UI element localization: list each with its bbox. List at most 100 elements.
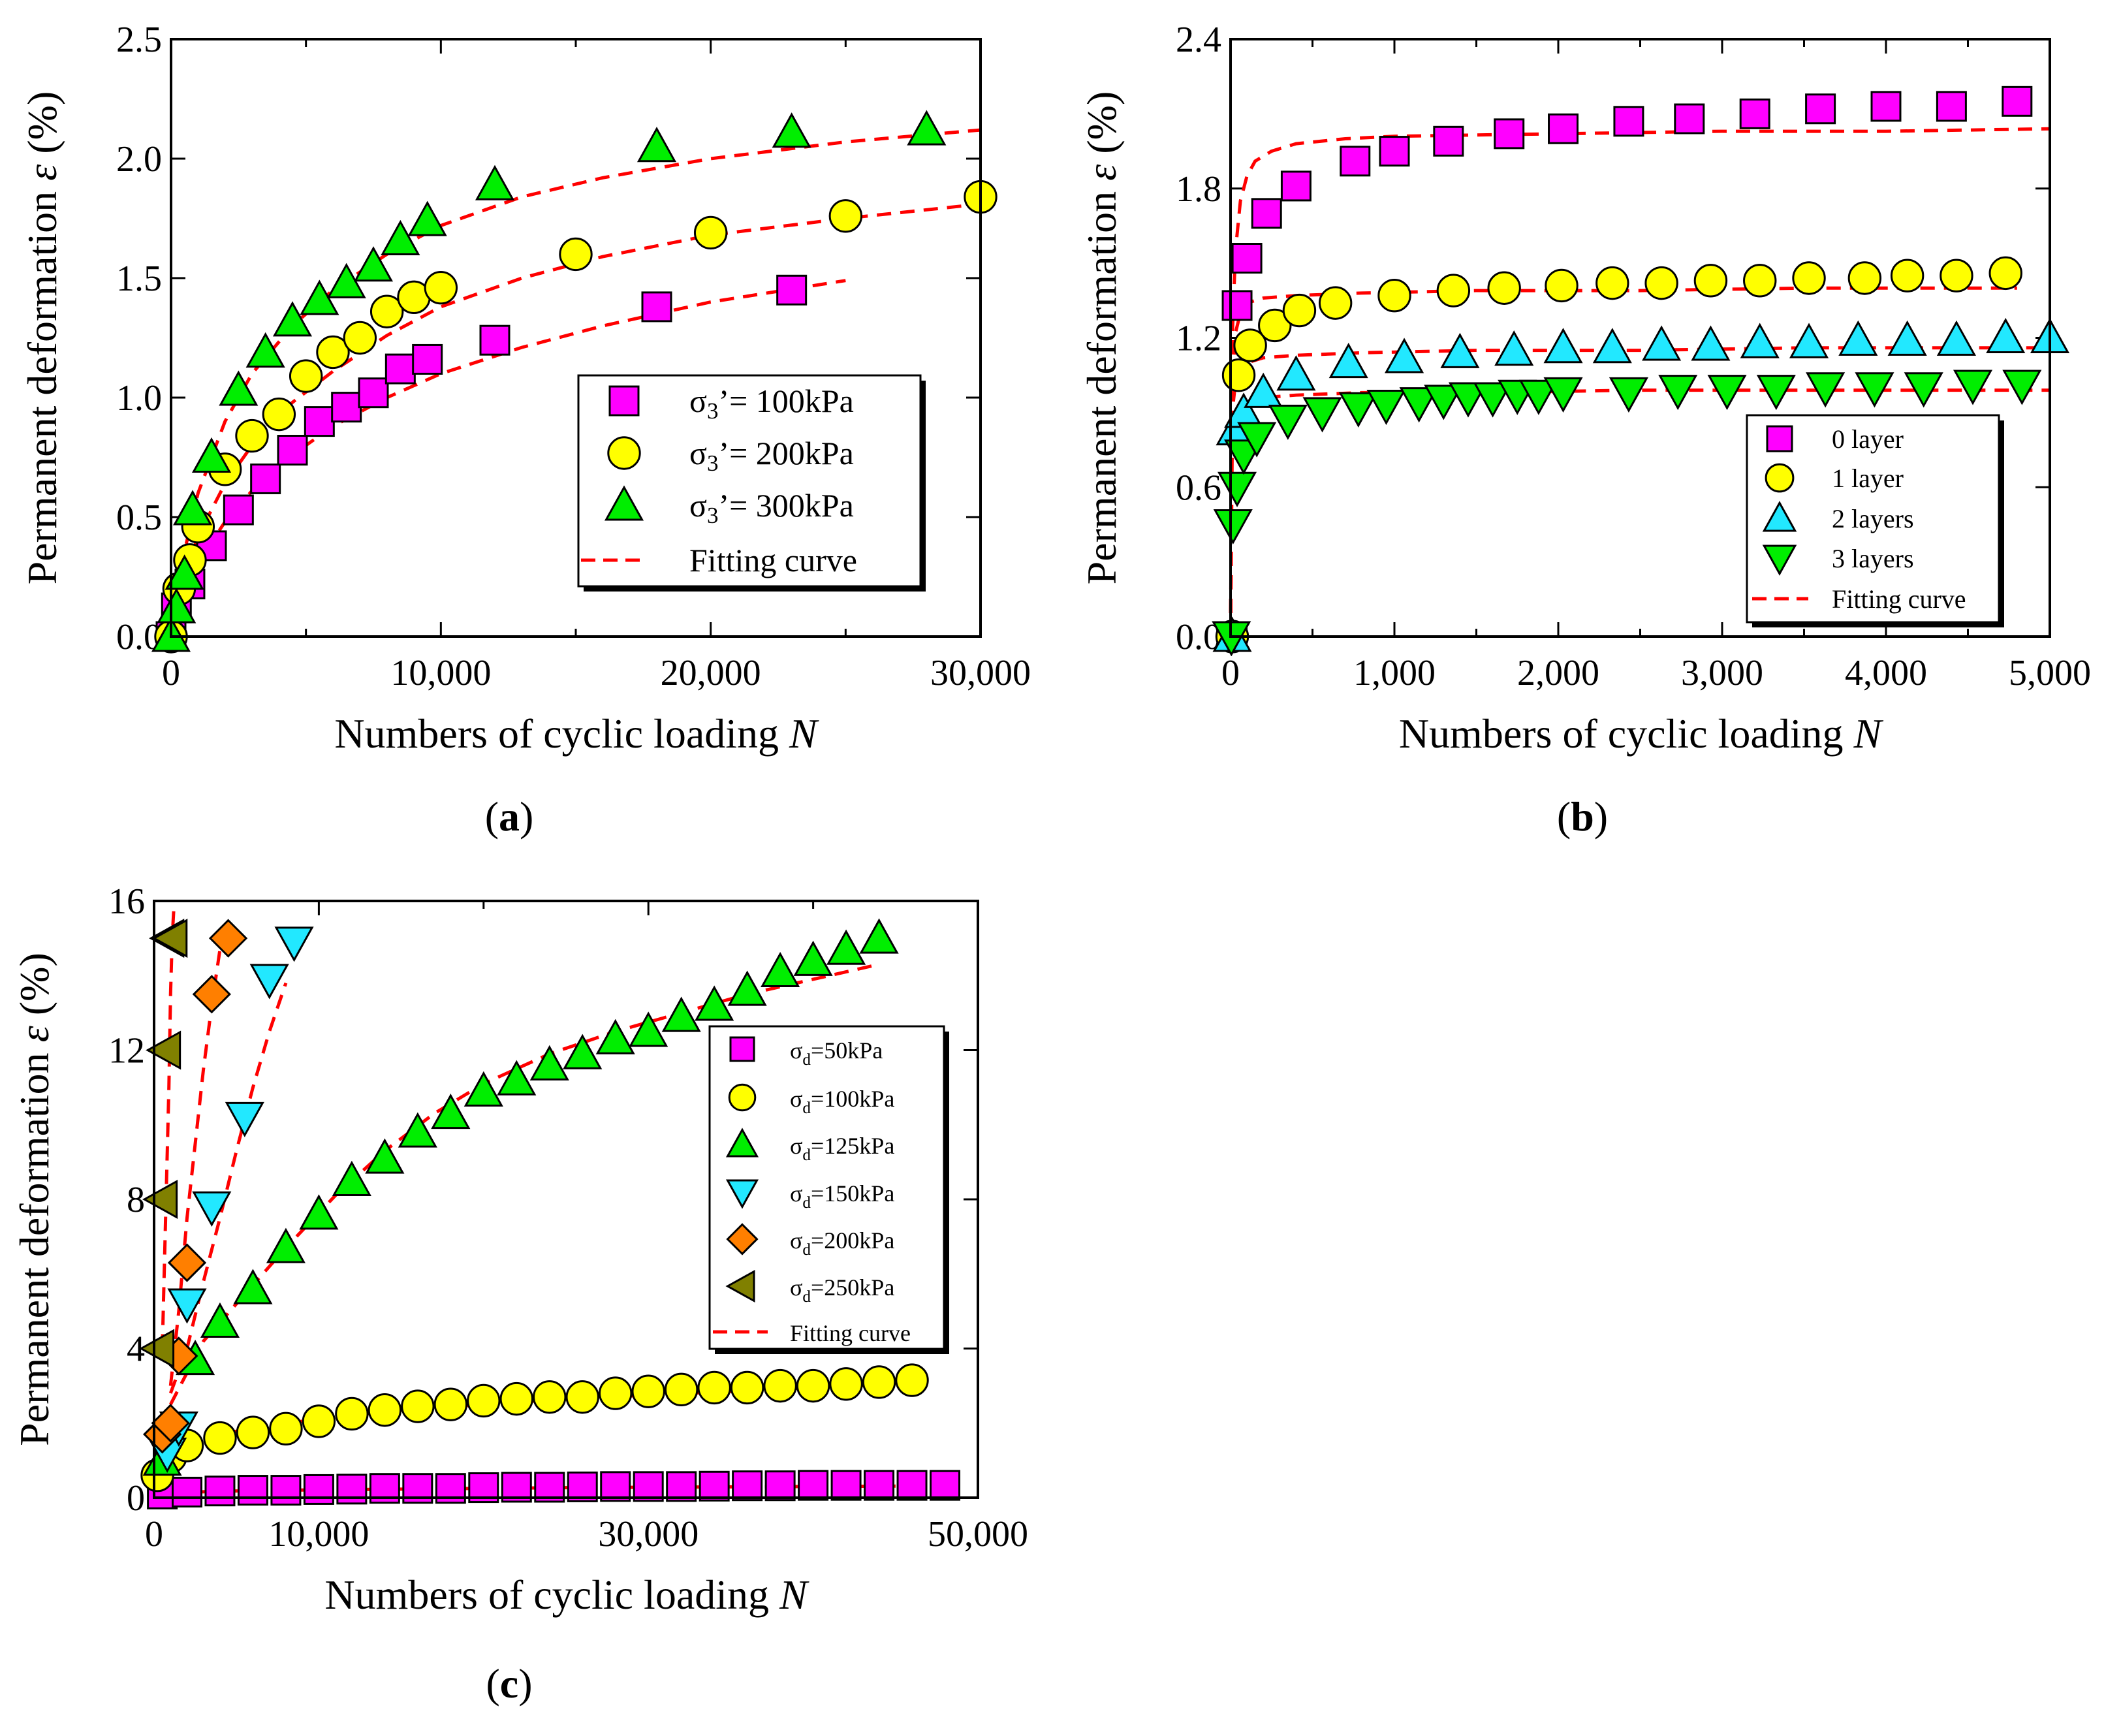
data-point [664,1372,699,1407]
data-point [661,996,701,1032]
legend-marker [729,1036,755,1062]
data-point [353,246,394,282]
data-point [1328,343,1368,379]
data-point [165,554,204,590]
data-point [565,1380,599,1414]
data-point [208,919,248,958]
data-point [1494,330,1534,366]
data-point [1940,259,1973,292]
data-point [167,1288,207,1324]
data-point [191,437,232,473]
series-circle [154,180,998,654]
x-tick-label: 1,000 [1353,653,1436,693]
data-point [1658,375,1698,411]
data-point [1251,198,1282,229]
y-tick-label: 0.5 [116,497,162,538]
data-point [859,918,899,954]
data-point [219,370,259,406]
series-triangle-up [151,110,947,652]
data-point [826,929,866,965]
fitting-curve-line [169,202,981,637]
data-point [1805,93,1836,125]
data-point [1379,136,1410,167]
data-point [167,1243,207,1282]
data-point [467,1383,501,1418]
legend-label: 1 layer [1832,464,1904,493]
data-point [1642,325,1682,361]
legend-marker [728,1083,757,1112]
legend-marker [1765,463,1795,493]
y-tick-label: 1.5 [116,259,162,299]
data-point [171,1476,202,1507]
data-point [1756,375,1796,411]
legend-label: σd=150kPa [790,1180,894,1212]
data-point [633,1471,664,1502]
y-tick-label: 16 [108,881,145,922]
data-point [225,1101,264,1137]
x-tick-label: 30,000 [598,1514,699,1555]
data-point [277,435,308,466]
series-circle [1215,256,2022,654]
x-tick-label: 0 [1221,653,1240,693]
data-point [1231,243,1263,274]
data-point [1936,320,1976,356]
data-point [533,1380,567,1414]
data-point [235,418,269,453]
plot-frame [1229,38,2051,638]
data-point [559,237,593,272]
x-tick-label: 30,000 [930,653,1031,693]
legend-marker [725,1179,759,1209]
data-point [381,219,420,255]
data-point [475,165,515,200]
data-point [862,1365,896,1399]
data-point [233,1269,273,1304]
data-point [1988,256,2022,291]
data-point [274,926,314,962]
fitting-curve-line [161,908,176,1349]
data-point [266,1227,306,1263]
data-point [138,1329,175,1368]
y-axis-title: Permanent deformation ε (%) [19,91,65,585]
data-point [1953,370,1993,405]
data-point [192,1191,232,1227]
data-point [1385,338,1424,373]
data-point [1221,358,1256,392]
data-point [200,1302,240,1338]
data-point [895,1363,929,1397]
data-point [1217,471,1257,507]
data-point [316,335,350,370]
x-axis-title: Numbers of cyclic loading N [334,710,819,757]
data-point [146,1030,181,1070]
data-point [343,321,377,355]
x-tick-label: 10,000 [390,653,491,693]
data-point [796,1368,830,1403]
data-point [173,490,213,526]
data-point [236,1415,270,1449]
data-point [1366,389,1406,426]
data-point [1280,170,1312,202]
data-point [1473,382,1513,418]
data-point [1855,372,1894,408]
legend: σ3’= 100kPa σ3’= 200kPa σ3’= 300kPa Fitting… [577,374,926,592]
fitting-curve-line [169,962,880,1406]
data-point [385,353,416,385]
data-point [595,1018,635,1054]
data-point [1887,320,1927,356]
x-tick-label: 20,000 [661,653,761,693]
data-point [1433,125,1464,157]
plot-area [1212,86,2069,656]
data-point [1318,286,1353,320]
y-axis-title: Permanent deformation ε (%) [11,953,57,1446]
data-point [369,294,404,328]
legend-marker [607,436,641,470]
legend-marker [1762,501,1797,532]
data-point [1613,106,1644,137]
legend-label: σ3’= 300kPa [689,487,854,528]
data-point [1609,377,1648,413]
x-tick-label: 0 [162,653,180,693]
fitting-curve-line [168,982,288,1394]
data-point [302,1404,336,1438]
x-axis-title: Numbers of cyclic loading N [324,1571,809,1618]
data-point [1377,278,1411,313]
